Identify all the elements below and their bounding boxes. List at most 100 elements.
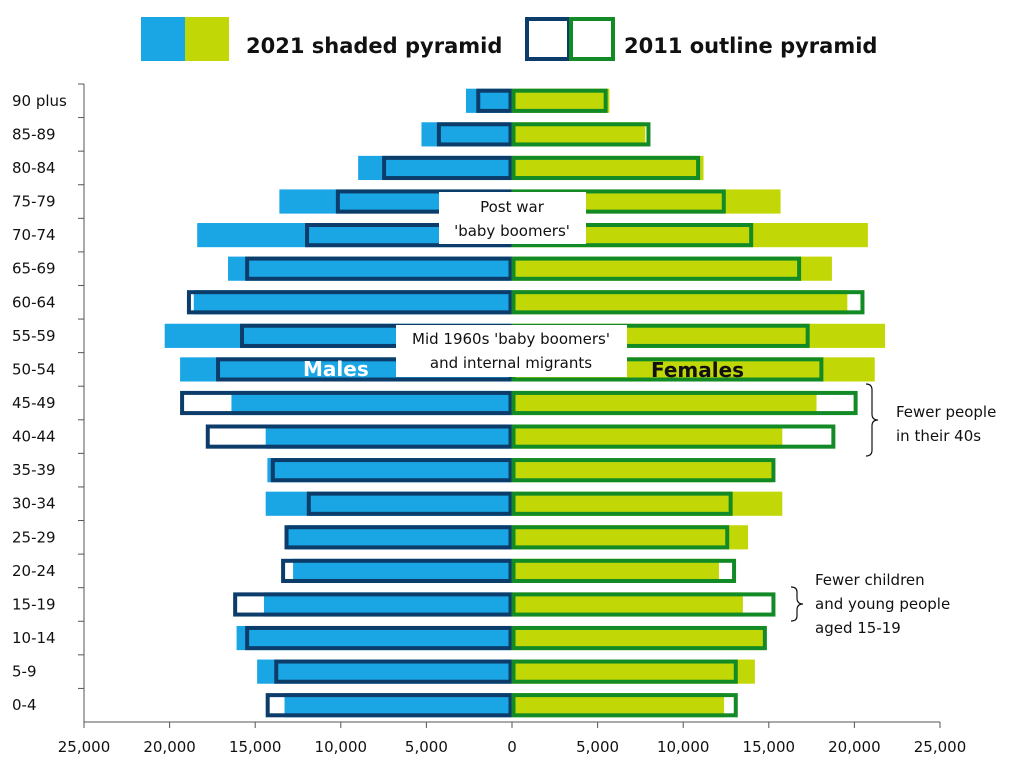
bar-2011-females-90-plus [511,88,608,113]
females-label: Females [651,358,744,382]
x-tick-label-3: 10,000 [315,738,368,756]
age-label-90-plus: 90 plus [12,92,67,110]
age-label-10-14: 10-14 [12,629,56,647]
x-tick-label-0: 25,000 [58,738,111,756]
mid-1960s-line-1: Mid 1960s 'baby boomers' [412,330,610,348]
legend-swatch-2021-females [185,17,229,61]
legend-swatch-2011-females [569,17,615,61]
bar-2011-females-25-29 [511,525,730,550]
age-label-65-69: 65-69 [12,260,56,278]
bar-2021-males-60-64 [193,290,511,315]
age-label-50-54: 50-54 [12,360,56,378]
bar-2021-males-65-69 [228,256,511,281]
bar-2021-males-90-plus [465,88,511,113]
bar-2011-females-80-84 [511,155,701,181]
age-label-55-59: 55-59 [12,327,56,345]
forties-line-2: in their 40s [896,427,981,445]
bar-2011-males-60-64 [186,290,513,315]
age-label-80-84: 80-84 [12,159,56,177]
x-tick-label-9: 20,000 [828,738,881,756]
mid-1960s-line-2: and internal migrants [430,354,592,372]
legend: 2021 shaded pyramid 2011 outline pyramid [141,17,877,61]
bar-2021-males-20-24 [293,558,511,583]
bar-2011-females-45-49 [511,390,858,416]
young-line-1: Fewer children [815,571,925,589]
bar-2021-females-35-39 [513,458,773,483]
forties-annotation: Fewer people in their 40s [865,383,996,457]
bar-2021-males-0-4 [284,693,511,718]
x-tick-label-6: 5,000 [576,738,619,756]
bar-2021-females-0-4 [513,693,725,718]
x-tick-label-4: 5,000 [405,738,448,756]
bar-2011-males-20-24 [281,558,513,583]
bar-2011-females-35-39 [511,458,776,483]
age-label-40-44: 40-44 [12,428,56,446]
bar-2021-females-80-84 [513,155,704,181]
age-label-60-64: 60-64 [12,293,56,311]
forties-brace [865,383,879,457]
bar-2021-males-10-14 [236,625,511,651]
forties-line-1: Fewer people [896,403,996,421]
bar-2021-females-60-64 [513,290,848,315]
x-tick-label-1: 20,000 [143,738,196,756]
age-label-30-34: 30-34 [12,495,56,513]
bar-2021-males-45-49 [231,390,511,416]
post-war-line-1: Post war [480,198,545,216]
age-label-85-89: 85-89 [12,125,56,143]
young-line-3: aged 15-19 [815,619,901,637]
bar-2021-females-20-24 [513,558,719,583]
bar-2011-males-30-34 [306,491,513,516]
bar-2011-males-0-4 [265,693,513,718]
bar-2021-females-40-44 [513,424,783,449]
legend-swatch-2021-males [141,17,185,61]
bar-2011-males-15-19 [233,592,513,617]
post-war-line-2: 'baby boomers' [454,222,570,240]
bar-2011-females-5-9 [511,659,738,684]
bar-2021-females-30-34 [513,491,783,516]
x-tick-label-2: 15,000 [229,738,282,756]
age-group-labels: 0-4 5-9 10-14 15-19 20-24 25-29 30-34 35-39 40-4… [12,92,67,714]
age-label-70-74: 70-74 [12,226,56,244]
age-label-25-29: 25-29 [12,528,56,546]
post-war-annotation: Post war 'baby boomers' [439,192,586,244]
bar-2021-males-40-44 [265,424,511,449]
bar-2011-males-35-39 [270,458,513,483]
bar-2011-males-45-49 [180,390,513,416]
post-war-annotation-box [439,192,586,244]
bar-2021-males-25-29 [287,525,511,550]
age-label-20-24: 20-24 [12,562,56,580]
bar-2011-males-80-84 [382,155,513,181]
bar-2021-females-15-19 [513,592,743,617]
age-label-75-79: 75-79 [12,193,56,211]
bar-2011-males-85-89 [436,122,513,147]
age-label-35-39: 35-39 [12,461,56,479]
legend-swatch-2011-males [525,17,571,61]
x-tick-labels: 25,000 20,000 15,000 10,000 5,000 0 5,000 10,00… [58,738,967,756]
bar-2021-females-25-29 [513,525,749,550]
axes [78,83,941,728]
mid-1960s-annotation-box [396,325,627,377]
bar-2021-females-5-9 [513,659,755,684]
bar-2011-females-65-69 [511,256,802,281]
age-label-5-9: 5-9 [12,663,37,681]
mid-1960s-annotation: Mid 1960s 'baby boomers' and internal mi… [396,325,627,377]
age-label-45-49: 45-49 [12,394,56,412]
x-tick-label-5: 0 [507,738,517,756]
bar-2011-males-65-69 [245,256,513,281]
bar-2011-females-20-24 [511,558,737,583]
bar-2021-females-65-69 [513,256,832,281]
males-label: Males [303,357,369,381]
x-tick-label-10: 25,000 [914,738,967,756]
bar-2011-males-90-plus [476,88,513,113]
bar-2021-males-35-39 [267,458,511,483]
bar-2021-males-5-9 [257,659,511,684]
bar-2011-females-85-89 [511,122,651,147]
young-annotation: Fewer children and young people aged 15-… [790,571,950,637]
bar-2021-males-15-19 [263,592,511,617]
bar-2021-females-90-plus [513,88,610,113]
bar-2011-females-40-44 [511,424,836,449]
legend-label-2011: 2011 outline pyramid [624,34,877,58]
bar-2021-females-10-14 [513,625,764,651]
shaded-bars-2021 [164,88,886,718]
